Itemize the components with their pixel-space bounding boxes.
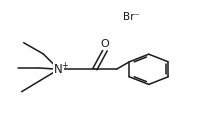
Text: Br⁻: Br⁻ [123,12,140,22]
Text: N: N [54,63,63,76]
Text: O: O [101,39,109,49]
Text: +: + [61,61,68,70]
